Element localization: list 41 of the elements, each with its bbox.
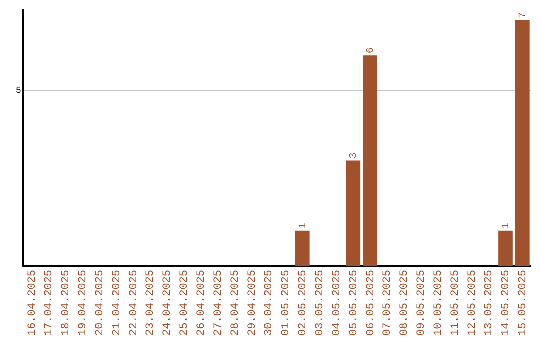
x-tick-label: 11.05.2025 [450,270,462,336]
data-label: 3 [349,152,360,159]
x-tick-label: 25.04.2025 [179,270,192,336]
x-tick-label: 10.05.2025 [432,270,445,336]
y-tick-label: 5 [16,86,22,96]
x-tick-label: 23.04.2025 [145,270,158,336]
bar [295,230,310,266]
x-tick-label: 19.04.2025 [78,270,90,336]
x-tick-label: 09.05.2025 [416,270,428,336]
x-tick-label: 24.04.2025 [162,270,174,336]
x-tick-label: 12.05.2025 [466,270,479,336]
bar [498,230,513,266]
x-tick-label: 05.05.2025 [348,270,360,336]
x-tick-label: 21.04.2025 [111,270,124,336]
x-tick-label: 15.05.2025 [518,270,530,336]
bar [516,20,530,266]
data-label: 1 [298,222,310,229]
x-tick-label: 17.04.2025 [44,270,56,336]
bar [363,56,378,266]
data-label: 7 [518,12,530,19]
x-tick-label: 30.04.2025 [264,270,276,336]
data-label: 6 [366,48,377,54]
x-tick-label: 13.05.2025 [484,270,496,336]
x-tick-label: 06.05.2025 [365,270,378,336]
x-tick-label: 03.05.2025 [314,270,326,336]
x-tick-label: 07.05.2025 [382,270,394,336]
x-tick-label: 14.05.2025 [500,270,513,336]
x-tick-label: 02.05.2025 [298,270,310,336]
x-tick-label: 29.04.2025 [246,270,259,336]
x-tick-label: 20.04.2025 [94,270,106,336]
x-tick-label: 08.05.2025 [399,270,412,336]
x-tick-label: 01.05.2025 [280,270,293,336]
x-tick-label: 27.04.2025 [212,270,225,336]
x-tick-label: 18.04.2025 [60,270,73,336]
bar [346,160,361,266]
x-tick-label: 16.04.2025 [26,270,39,336]
x-tick-label: 04.05.2025 [331,270,344,336]
x-tick-label: 28.04.2025 [230,270,242,336]
data-label: 1 [501,222,512,229]
x-tick-label: 22.04.2025 [128,270,140,336]
x-tick-label: 26.04.2025 [196,270,208,336]
